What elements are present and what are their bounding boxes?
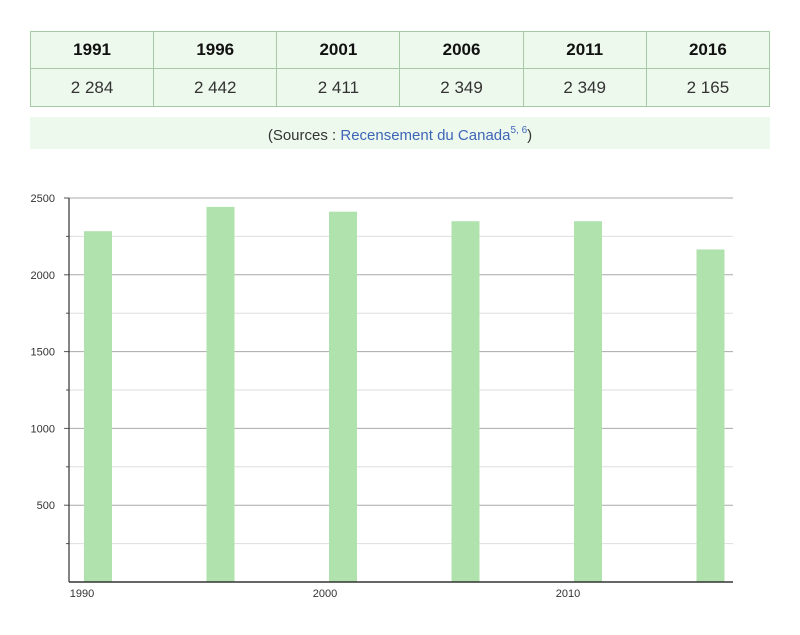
- sources-prefix: (Sources :: [267, 127, 341, 144]
- x-tick-label: 2000: [313, 588, 337, 600]
- bar-1996: [206, 206, 235, 582]
- x-tick-label: 1990: [70, 588, 94, 600]
- year-header: 2006: [399, 31, 524, 69]
- y-tick-label: 1500: [31, 347, 55, 359]
- y-tick-label: 2000: [31, 270, 55, 282]
- census-source-link[interactable]: Recensement du Canada: [340, 127, 511, 144]
- chart-tick-labels: 500 1000 1500 2000 2500 1990 2000 2010: [31, 193, 581, 600]
- sources-suffix: ): [527, 127, 533, 144]
- y-tick-label: 500: [37, 500, 55, 512]
- chart-axes: [64, 197, 733, 583]
- y-tick-label: 2500: [31, 193, 55, 205]
- population-cell: 2 442: [153, 68, 278, 107]
- bar-1991: [84, 231, 112, 582]
- population-cell: 2 349: [399, 68, 524, 107]
- bar-2006: [451, 221, 480, 582]
- census-table: 1991 1996 2001 2006 2011 2016 2 284 2 44…: [29, 31, 771, 107]
- population-cell: 2 349: [522, 68, 647, 107]
- year-header: 2016: [645, 31, 771, 69]
- census-year-row: 1991 1996 2001 2006 2011 2016: [29, 31, 771, 69]
- year-header: 2011: [522, 31, 647, 69]
- population-cell: 2 165: [645, 68, 771, 107]
- chart-bars: [84, 206, 725, 582]
- bar-2001: [329, 211, 357, 582]
- year-header: 1991: [29, 31, 155, 69]
- x-tick-label: 2010: [556, 588, 580, 600]
- population-cell: 2 411: [276, 68, 401, 107]
- chart-gridlines: [69, 197, 733, 545]
- reference-superscript[interactable]: 5, 6: [510, 125, 528, 136]
- bar-2011: [574, 221, 602, 582]
- sources-note: (Sources : Recensement du Canada5, 6): [30, 117, 770, 149]
- population-cell: 2 284: [29, 68, 155, 107]
- y-tick-label: 1000: [31, 423, 55, 435]
- bar-2016: [696, 249, 725, 582]
- census-population-row: 2 284 2 442 2 411 2 349 2 349 2 165: [29, 68, 771, 107]
